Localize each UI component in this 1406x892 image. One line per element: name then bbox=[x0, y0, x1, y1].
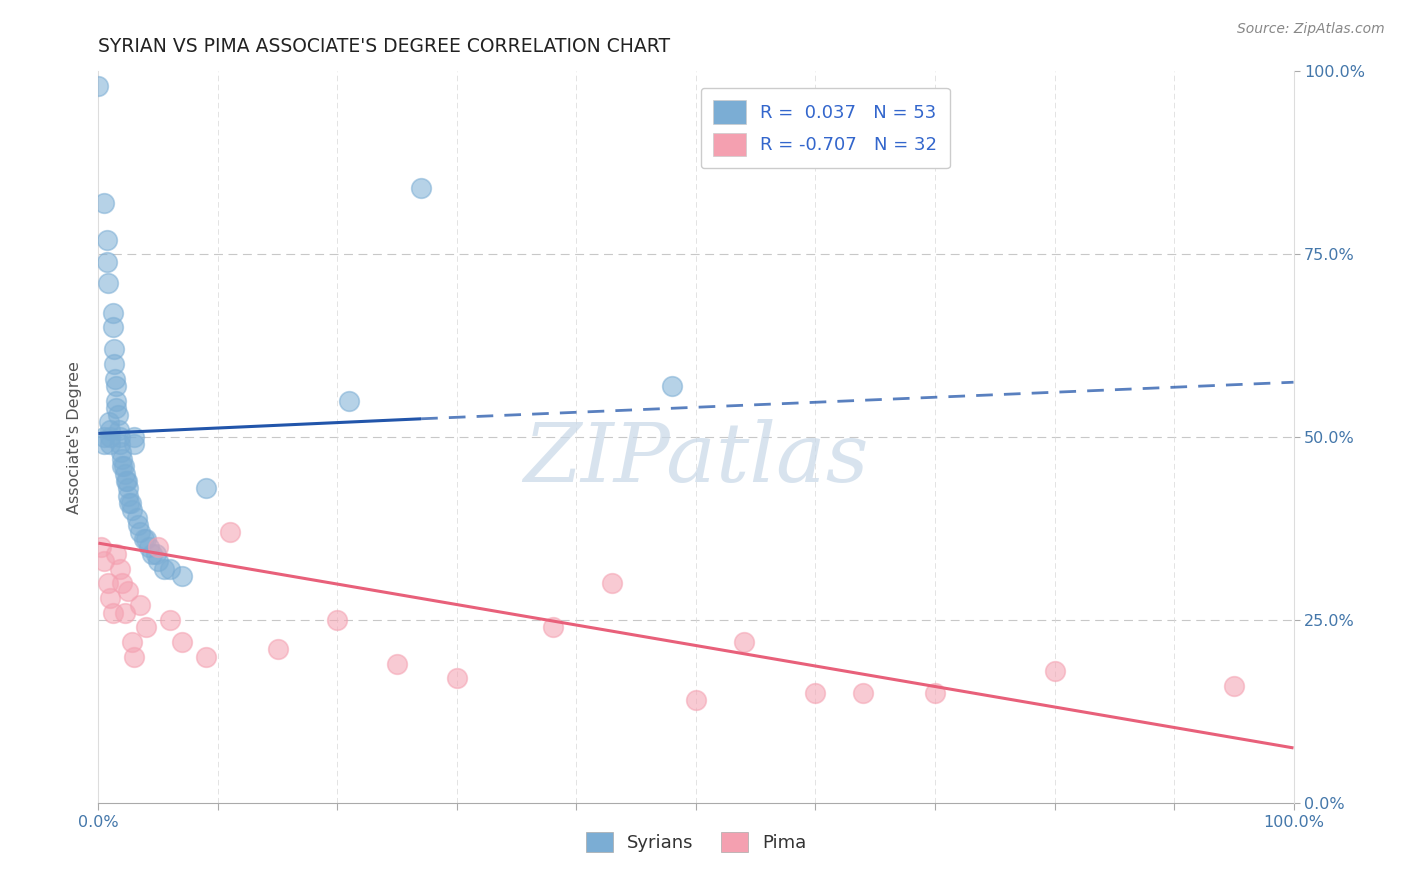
Point bbox=[446, 672, 468, 686]
Point bbox=[120, 496, 142, 510]
Point bbox=[97, 277, 120, 291]
Point bbox=[129, 525, 152, 540]
Point bbox=[108, 562, 131, 576]
Point bbox=[141, 547, 163, 561]
Point bbox=[219, 525, 242, 540]
Point bbox=[114, 606, 136, 620]
Point bbox=[98, 416, 121, 430]
Point bbox=[121, 503, 143, 517]
Point bbox=[104, 371, 127, 385]
Point bbox=[87, 78, 110, 93]
Point bbox=[105, 547, 128, 561]
Point bbox=[96, 254, 118, 268]
Point bbox=[90, 540, 112, 554]
Legend: Syrians, Pima: Syrians, Pima bbox=[578, 824, 814, 860]
Point bbox=[924, 686, 946, 700]
Point bbox=[159, 613, 181, 627]
Point bbox=[93, 437, 115, 451]
Point bbox=[101, 606, 124, 620]
Point bbox=[124, 437, 146, 451]
Point bbox=[411, 181, 433, 195]
Point bbox=[108, 437, 131, 451]
Point bbox=[97, 576, 120, 591]
Point bbox=[602, 576, 624, 591]
Point bbox=[129, 599, 152, 613]
Point bbox=[153, 562, 176, 576]
Point bbox=[103, 357, 125, 371]
Point bbox=[159, 562, 181, 576]
Point bbox=[135, 620, 157, 634]
Point bbox=[93, 430, 115, 444]
Point bbox=[138, 540, 160, 554]
Point bbox=[195, 481, 218, 495]
Point bbox=[385, 657, 409, 671]
Point bbox=[127, 517, 149, 532]
Point bbox=[117, 489, 139, 503]
Point bbox=[93, 554, 115, 568]
Point bbox=[96, 233, 118, 247]
Point bbox=[125, 510, 148, 524]
Text: ZIPatlas: ZIPatlas bbox=[523, 419, 869, 499]
Point bbox=[111, 459, 134, 474]
Point bbox=[267, 642, 290, 657]
Point bbox=[145, 547, 167, 561]
Point bbox=[115, 474, 138, 488]
Point bbox=[103, 343, 125, 357]
Y-axis label: Associate's Degree: Associate's Degree bbox=[67, 360, 83, 514]
Point bbox=[98, 430, 122, 444]
Point bbox=[124, 649, 146, 664]
Point bbox=[118, 496, 141, 510]
Point bbox=[172, 635, 194, 649]
Point bbox=[339, 393, 361, 408]
Point bbox=[852, 686, 875, 700]
Point bbox=[1043, 664, 1066, 678]
Point bbox=[93, 196, 115, 211]
Text: Source: ZipAtlas.com: Source: ZipAtlas.com bbox=[1237, 22, 1385, 37]
Point bbox=[195, 649, 218, 664]
Point bbox=[326, 613, 349, 627]
Point bbox=[172, 569, 194, 583]
Text: SYRIAN VS PIMA ASSOCIATE'S DEGREE CORRELATION CHART: SYRIAN VS PIMA ASSOCIATE'S DEGREE CORREL… bbox=[98, 37, 671, 56]
Point bbox=[733, 635, 755, 649]
Point bbox=[1223, 679, 1246, 693]
Point bbox=[105, 401, 128, 415]
Point bbox=[98, 591, 122, 605]
Point bbox=[101, 306, 124, 320]
Point bbox=[108, 430, 131, 444]
Point bbox=[117, 583, 139, 598]
Point bbox=[107, 408, 129, 422]
Point bbox=[111, 576, 134, 591]
Point bbox=[105, 379, 128, 393]
Point bbox=[148, 554, 170, 568]
Point bbox=[685, 693, 707, 707]
Point bbox=[105, 393, 128, 408]
Point bbox=[114, 467, 136, 481]
Point bbox=[148, 540, 170, 554]
Point bbox=[132, 533, 155, 547]
Point bbox=[110, 444, 132, 458]
Point bbox=[117, 481, 139, 495]
Point bbox=[98, 423, 122, 437]
Point bbox=[115, 474, 138, 488]
Point bbox=[541, 620, 564, 634]
Point bbox=[111, 452, 134, 467]
Point bbox=[124, 430, 146, 444]
Point bbox=[661, 379, 683, 393]
Point bbox=[98, 437, 122, 451]
Point bbox=[107, 423, 129, 437]
Point bbox=[101, 320, 124, 334]
Point bbox=[804, 686, 827, 700]
Point bbox=[135, 533, 157, 547]
Point bbox=[121, 635, 143, 649]
Point bbox=[112, 459, 135, 474]
